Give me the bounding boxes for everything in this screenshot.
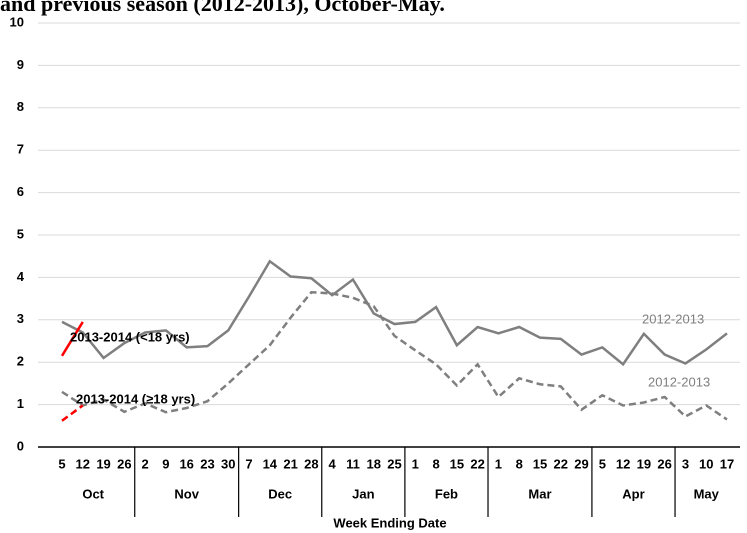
x-tick-label: 15 (450, 456, 464, 471)
x-tick-label: 28 (304, 456, 318, 471)
month-label: May (694, 486, 720, 501)
x-tick-label: 26 (117, 456, 131, 471)
y-tick-label: 8 (17, 99, 24, 114)
x-tick-label: 16 (179, 456, 193, 471)
x-tick-label: 9 (162, 456, 169, 471)
x-tick-label: 22 (554, 456, 568, 471)
x-tick-label: 21 (283, 456, 297, 471)
x-tick-label: 26 (657, 456, 671, 471)
x-tick-label: 30 (221, 456, 235, 471)
month-label: Mar (528, 486, 551, 501)
x-tick-label: 1 (412, 456, 419, 471)
x-tick-label: 8 (516, 456, 523, 471)
x-tick-label: 19 (96, 456, 110, 471)
month-label: Nov (174, 486, 199, 501)
series-line (60, 321, 84, 357)
month-label: Apr (622, 486, 644, 501)
y-tick-label: 5 (17, 226, 24, 241)
series-line (61, 290, 728, 421)
y-tick-label: 0 (17, 438, 24, 453)
series-label: 2012-2013 (648, 374, 710, 389)
x-tick-label: 14 (263, 456, 278, 471)
x-tick-label: 11 (346, 456, 360, 471)
y-tick-label: 9 (17, 57, 24, 72)
x-tick-label: 17 (720, 456, 734, 471)
month-label: Jan (352, 486, 374, 501)
chart-title: and previous season (2012-2013), October… (0, 0, 445, 16)
x-tick-label: 18 (366, 456, 380, 471)
x-tick-label: 22 (470, 456, 484, 471)
y-tick-label: 2 (17, 354, 24, 369)
x-tick-label: 3 (682, 456, 689, 471)
x-tick-label: 1 (495, 456, 502, 471)
x-tick-label: 5 (599, 456, 606, 471)
y-tick-label: 4 (17, 269, 25, 284)
y-tick-label: 6 (17, 184, 24, 199)
x-axis-title: Week Ending Date (333, 515, 446, 530)
x-tick-label: 23 (200, 456, 214, 471)
x-tick-label: 25 (387, 456, 401, 471)
month-label: Oct (82, 486, 104, 501)
y-tick-label: 10 (10, 14, 24, 29)
series-line (61, 404, 84, 422)
x-tick-label: 8 (432, 456, 439, 471)
x-tick-label: 12 (616, 456, 630, 471)
y-tick-label: 1 (17, 396, 24, 411)
series-label: 2012-2013 (642, 311, 704, 326)
x-tick-label: 19 (637, 456, 651, 471)
series-label: 2013-2014 (<18 yrs) (70, 329, 190, 344)
x-tick-label: 2 (142, 456, 149, 471)
series-line (61, 259, 728, 367)
month-label: Dec (268, 486, 292, 501)
month-label: Feb (435, 486, 458, 501)
x-tick-label: 7 (245, 456, 252, 471)
x-tick-label: 4 (329, 456, 337, 471)
y-tick-label: 3 (17, 311, 24, 326)
series-label: 2013-2014 (≥18 yrs) (76, 391, 195, 406)
x-tick-label: 12 (76, 456, 90, 471)
x-tick-label: 29 (574, 456, 588, 471)
x-tick-label: 10 (699, 456, 713, 471)
y-tick-label: 7 (17, 142, 24, 157)
x-tick-label: 15 (533, 456, 547, 471)
x-tick-label: 5 (58, 456, 65, 471)
